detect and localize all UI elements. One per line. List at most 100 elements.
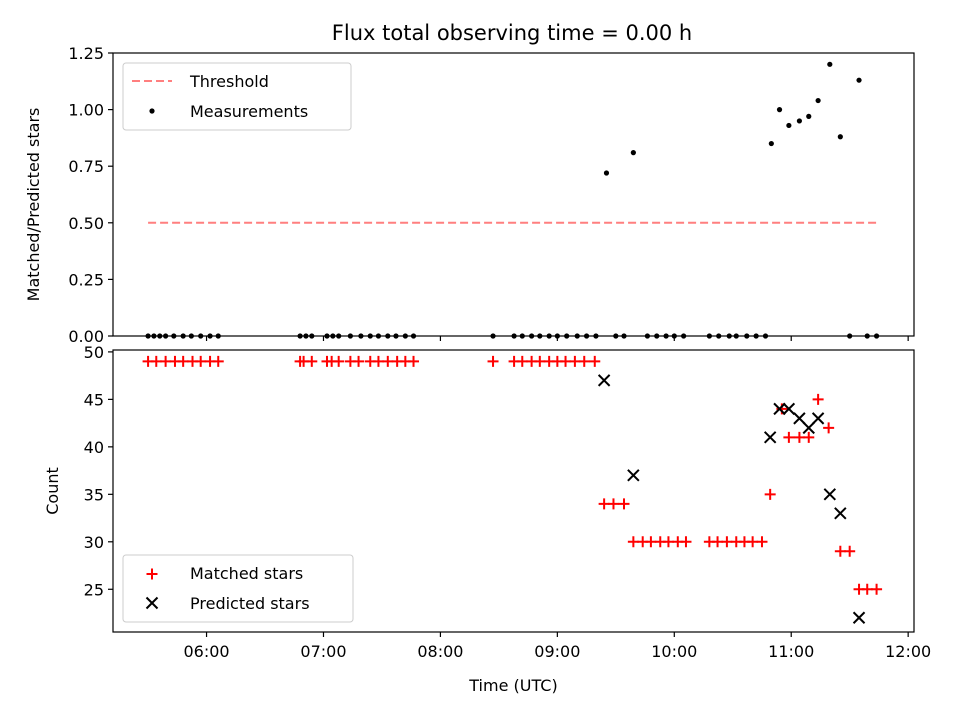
measurement-point: [796, 118, 803, 124]
measurement-point: [856, 77, 862, 83]
matched-star-point: [150, 355, 162, 367]
x-tick-label: 06:00: [183, 642, 229, 661]
matched-star-point: [834, 545, 846, 557]
y-tick-label: 0.25: [68, 270, 104, 289]
x-tick-label: 09:00: [534, 642, 580, 661]
y-tick-label: 25: [84, 580, 104, 599]
measurement-point: [815, 97, 821, 104]
matched-star-point: [353, 355, 365, 367]
matched-star-point: [812, 393, 824, 405]
bottom-plot-frame: [112, 349, 915, 633]
predicted-star-point: [763, 431, 777, 444]
matched-star-point: [721, 536, 733, 548]
y-tick-label: 30: [84, 533, 104, 552]
matched-star-point: [680, 536, 692, 548]
y-tick-label: 0.75: [68, 157, 104, 176]
matched-star-point: [382, 355, 394, 367]
matched-star-point: [618, 498, 630, 510]
matched-star-point: [195, 355, 207, 367]
top-panel-measurements: 0.00 0.25 0.50 0.75 1.00 1.25 Matched/Predicte…: [24, 44, 915, 346]
matched-star-point: [756, 536, 768, 548]
predicted-star-point: [823, 488, 837, 501]
y-axis-label: Count: [43, 467, 62, 515]
bottom-panel-counts: 25 30 35 40 45 50 06:00 07:00 08:00 09:00 10:00 11:…: [43, 343, 931, 695]
y-tick-label: 1.00: [68, 101, 104, 120]
y-tick-label: 0.00: [68, 327, 104, 346]
y-tick-label: 1.25: [68, 44, 104, 63]
matched-star-point: [793, 431, 805, 443]
legend-predicted-swatch: [145, 596, 159, 610]
y-tick-label: 0.50: [68, 214, 104, 233]
measurement-point: [827, 61, 833, 67]
x-tick-label: 12:00: [885, 642, 931, 661]
legend-measurements-swatch: [149, 108, 155, 114]
matched-star-point: [803, 431, 815, 443]
matched-star-point: [578, 355, 590, 367]
matched-star-point: [372, 355, 384, 367]
predicted-star-point: [782, 402, 796, 416]
matched-star-point: [212, 355, 224, 367]
x-tick-label: 08:00: [417, 642, 463, 661]
top-plot-frame: [112, 52, 915, 337]
predicted-star-point: [811, 412, 825, 425]
measurement-point: [768, 140, 774, 147]
matched-star-point: [333, 355, 345, 367]
matched-star-point: [861, 583, 873, 595]
predicted-star-point: [793, 412, 806, 425]
measurement-point: [603, 170, 610, 176]
matched-star-point: [607, 498, 619, 510]
matched-star-point: [627, 536, 639, 548]
predicted-star-point: [802, 421, 815, 435]
matched-star-point: [516, 355, 528, 367]
matched-star-point: [306, 355, 318, 367]
matched-star-point: [823, 422, 835, 434]
legend-threshold-label: Threshold: [189, 72, 269, 91]
matched-star-point: [662, 536, 674, 548]
chart-title: Flux total observing time = 0.00 h: [332, 21, 692, 45]
legend-predicted-label: Predicted stars: [190, 594, 310, 613]
measurement-point: [630, 150, 636, 156]
x-tick-label: 10:00: [651, 642, 697, 661]
predicted-star-point: [773, 402, 786, 416]
matched-star-point: [534, 355, 546, 367]
x-axis-label: Time (UTC): [468, 676, 557, 695]
measurement-point: [776, 107, 783, 113]
matched-star-point: [177, 355, 189, 367]
predicted-star-point: [627, 469, 640, 482]
matched-star-point: [844, 545, 856, 557]
matched-star-point: [560, 355, 572, 367]
y-axis-label: Matched/Predicted stars: [24, 108, 43, 302]
matched-star-point: [871, 583, 883, 595]
measurement-point: [806, 113, 812, 119]
legend-box: [122, 554, 354, 623]
matched-star-point: [712, 536, 724, 548]
matched-star-point: [747, 536, 759, 548]
y-tick-label: 40: [84, 438, 104, 457]
matched-star-point: [487, 355, 499, 367]
predicted-star-point: [852, 611, 866, 624]
measurement-point: [786, 122, 792, 129]
legend-bottom: Matched stars Predicted stars: [122, 554, 354, 623]
x-tick-label: 11:00: [768, 642, 814, 661]
matched-star-point: [764, 488, 776, 500]
matched-star-point: [598, 498, 610, 510]
matched-star-point: [569, 355, 581, 367]
matched-star-point: [783, 431, 795, 443]
legend-measurements-label: Measurements: [190, 102, 308, 121]
matched-star-point: [589, 355, 601, 367]
matched-star-point: [408, 355, 420, 367]
legend-matched-label: Matched stars: [190, 564, 303, 583]
y-tick-label: 35: [84, 485, 104, 504]
legend-top: Threshold Measurements: [122, 62, 352, 131]
legend-box: [122, 62, 352, 131]
predicted-star-point: [834, 507, 847, 520]
legend-matched-swatch: [146, 568, 158, 580]
matched-star-point: [645, 536, 657, 548]
matched-star-point: [160, 355, 172, 367]
measurement-point: [837, 134, 843, 140]
x-tick-label: 07:00: [300, 642, 346, 661]
y-tick-label: 50: [84, 343, 104, 362]
predicted-star-point: [597, 374, 611, 387]
y-tick-label: 45: [84, 390, 104, 409]
